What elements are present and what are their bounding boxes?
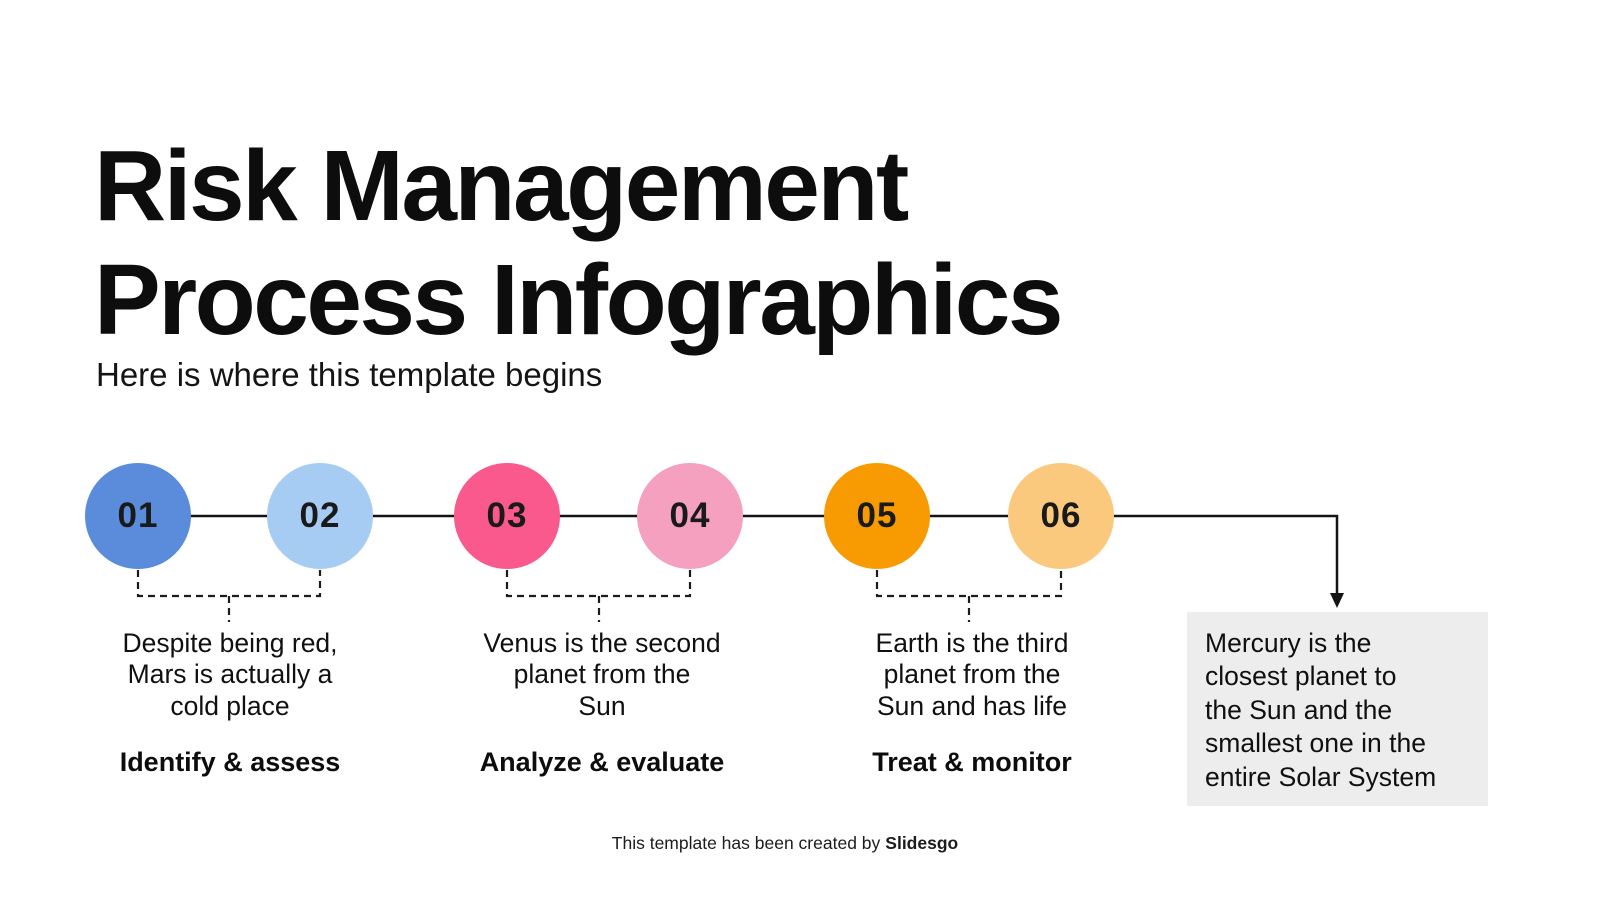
step-group-2-desc-line-1: Venus is the second xyxy=(483,628,721,658)
footer-credit-text: This template has been created by xyxy=(611,833,881,853)
step-group-3-desc-line-3: Sun and has life xyxy=(876,690,1068,721)
step-number-04: 04 xyxy=(669,496,711,535)
bracket-group-2 xyxy=(505,570,692,622)
step-circle-05: 05 xyxy=(824,463,930,569)
step-group-2-description: Venus is the second planet from the Sun xyxy=(447,628,757,722)
callout-line-3: the Sun and the xyxy=(1205,694,1393,725)
callout-line-5: entire Solar System xyxy=(1205,761,1437,792)
step-circle-02: 02 xyxy=(267,463,373,569)
step-circle-06: 06 xyxy=(1008,463,1114,569)
step-group-3: Earth is the third planet from the Sun a… xyxy=(817,628,1127,778)
step-group-2-label: Analyze & evaluate xyxy=(479,746,725,777)
step-number-01: 01 xyxy=(117,496,159,535)
callout-line-2: closest planet to xyxy=(1205,661,1397,692)
callout-line-4: smallest one in the xyxy=(1205,728,1426,759)
step-group-3-description: Earth is the third planet from the Sun a… xyxy=(817,628,1127,722)
step-circle-03: 03 xyxy=(454,463,560,569)
page-title-line-1: Risk Management xyxy=(94,130,909,242)
step-group-3-desc-line-2: planet from the xyxy=(883,659,1061,690)
step-group-1-desc-line-3: cold place xyxy=(170,690,290,721)
arrowhead-icon xyxy=(1330,593,1344,608)
page-subtitle: Here is where this template begins xyxy=(96,356,603,393)
page-title-line-2: Process Infographics xyxy=(94,244,1064,356)
callout-box: Mercury is the closest planet to the Sun… xyxy=(1187,612,1488,806)
step-group-2-desc-line-2: planet from the xyxy=(513,659,691,690)
step-group-1-desc-line-2: Mars is actually a xyxy=(127,659,333,690)
step-number-02: 02 xyxy=(299,496,341,535)
step-group-1-description: Despite being red, Mars is actually a co… xyxy=(75,628,385,722)
step-group-3-label: Treat & monitor xyxy=(872,746,1072,777)
step-group-2-desc-line-3: Sun xyxy=(578,690,626,721)
step-number-05: 05 xyxy=(856,496,898,535)
step-group-1-label: Identify & assess xyxy=(119,746,341,777)
step-group-1: Despite being red, Mars is actually a co… xyxy=(75,628,385,778)
step-group-1-desc-line-1: Despite being red, xyxy=(122,628,338,658)
callout-line-1: Mercury is the xyxy=(1205,628,1372,658)
page-title: Risk Management Process Infographics xyxy=(94,129,1064,357)
footer-credit: This template has been created by Slidesg… xyxy=(0,833,1570,854)
elbow-arrow-line xyxy=(1061,514,1339,595)
footer-brand: Slidesgo xyxy=(885,833,959,853)
bracket-group-1 xyxy=(136,570,322,622)
step-group-2: Venus is the second planet from the Sun … xyxy=(447,628,757,778)
step-number-03: 03 xyxy=(486,496,528,535)
step-circle-01: 01 xyxy=(85,463,191,569)
bracket-group-3 xyxy=(875,570,1063,622)
step-circle-04: 04 xyxy=(637,463,743,569)
step-group-3-desc-line-1: Earth is the third xyxy=(875,628,1069,658)
step-number-06: 06 xyxy=(1040,496,1082,535)
